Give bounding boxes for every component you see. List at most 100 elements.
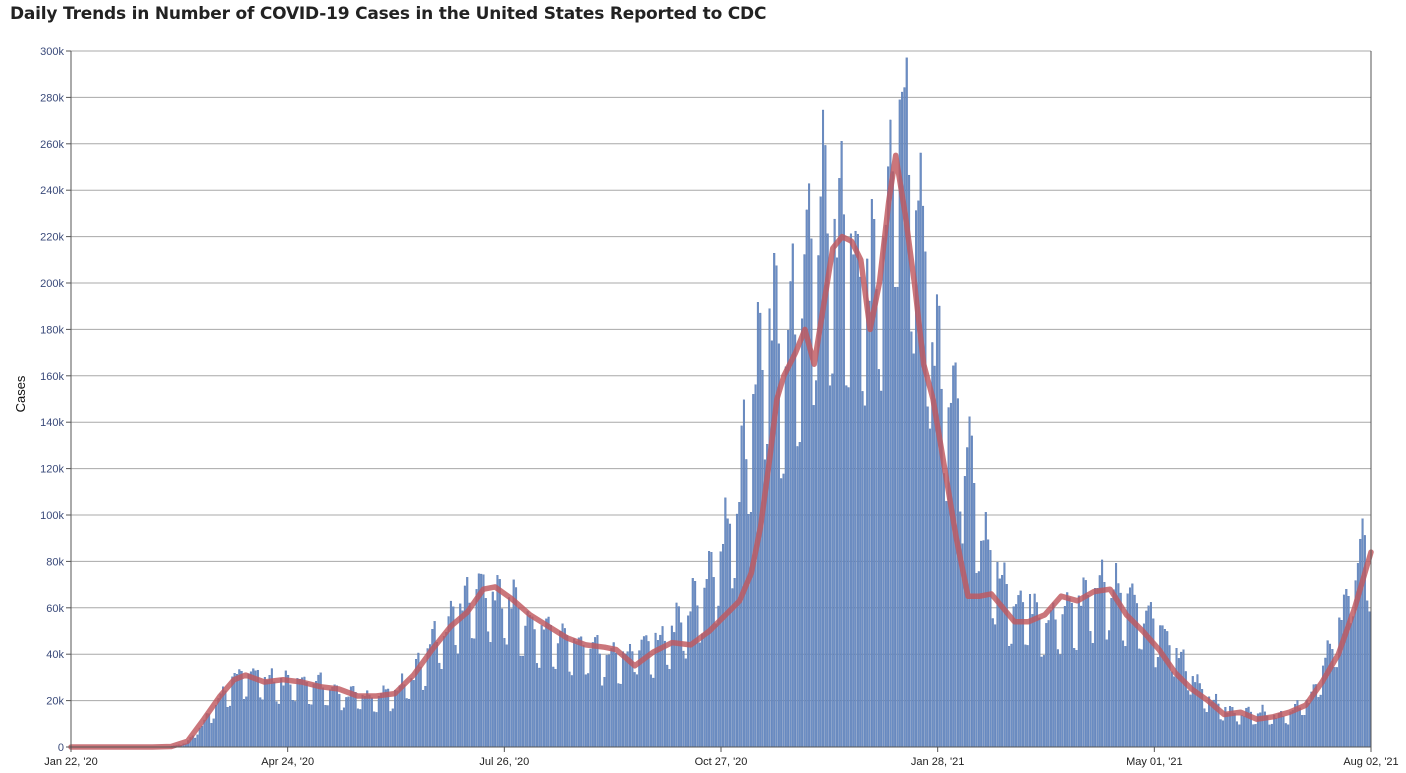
bar <box>219 693 222 748</box>
bar <box>1177 658 1180 748</box>
bar <box>412 680 415 748</box>
bar <box>635 674 638 748</box>
bar <box>1359 538 1362 748</box>
bar <box>1270 723 1273 748</box>
bar <box>1170 671 1173 748</box>
bar <box>203 719 206 748</box>
line-layer <box>68 152 1374 750</box>
bar <box>501 608 504 748</box>
bar <box>396 690 399 748</box>
bar <box>947 407 950 748</box>
bar <box>856 233 859 748</box>
bar <box>1047 620 1050 748</box>
bar <box>303 676 306 748</box>
bar <box>328 689 332 748</box>
bar <box>324 705 327 748</box>
bar <box>422 689 425 748</box>
bar <box>684 658 687 748</box>
bar <box>242 699 245 748</box>
bar <box>1103 582 1106 748</box>
bar <box>424 685 427 748</box>
bar <box>287 675 290 748</box>
bar <box>1112 589 1115 748</box>
bar <box>538 667 541 748</box>
bar <box>642 636 645 748</box>
bar <box>598 653 601 748</box>
bar <box>924 251 927 748</box>
bar <box>1210 701 1213 748</box>
bar <box>870 199 873 748</box>
y-tick-label: 300k <box>40 46 64 58</box>
bar <box>952 365 955 748</box>
bar <box>1038 617 1041 748</box>
bar <box>354 691 357 748</box>
bar <box>622 651 625 748</box>
bar <box>231 676 234 748</box>
bar <box>1147 605 1150 748</box>
bar <box>280 677 283 748</box>
bar <box>689 611 692 748</box>
bar <box>982 540 985 748</box>
bar <box>1189 694 1192 748</box>
bar <box>391 708 394 748</box>
bar <box>405 698 408 748</box>
bar <box>580 636 583 748</box>
bar <box>519 655 522 748</box>
bar <box>745 459 748 748</box>
bar <box>482 574 485 748</box>
bar <box>726 518 729 748</box>
bar <box>840 140 843 748</box>
y-tick-label: 160k <box>40 371 64 383</box>
bar <box>894 287 897 748</box>
chart-title: Daily Trends in Number of COVID-19 Cases… <box>10 4 767 24</box>
bar <box>956 398 959 748</box>
bar <box>791 243 794 748</box>
bar <box>1317 697 1320 748</box>
bar <box>845 385 848 748</box>
bar <box>515 587 518 748</box>
bar <box>1261 704 1264 748</box>
bar <box>640 639 643 748</box>
bar <box>273 681 276 748</box>
bar <box>1008 646 1011 748</box>
bar <box>589 648 592 748</box>
bar <box>1059 654 1062 748</box>
bar <box>796 446 799 748</box>
bar <box>394 689 397 748</box>
bar <box>310 704 313 748</box>
bar <box>375 712 378 748</box>
bar <box>296 678 299 748</box>
bar <box>1182 649 1185 748</box>
bar <box>938 305 941 748</box>
bar <box>749 512 752 748</box>
bar <box>498 579 501 748</box>
bar <box>719 551 722 748</box>
bar <box>1149 602 1152 748</box>
bar <box>822 109 825 748</box>
bar <box>833 218 836 748</box>
bar <box>1080 605 1083 748</box>
bar <box>435 642 438 748</box>
bar <box>1328 643 1332 748</box>
bar <box>656 640 659 748</box>
y-tick-label: 20k <box>46 696 64 708</box>
bar <box>1352 616 1355 748</box>
bar <box>535 663 538 748</box>
bar <box>315 681 318 748</box>
bar <box>454 645 457 748</box>
bar <box>1273 714 1276 748</box>
bar <box>1042 655 1045 748</box>
bar <box>331 686 334 748</box>
bar <box>547 616 550 748</box>
bar <box>1015 604 1018 748</box>
bar <box>747 514 750 748</box>
bar <box>398 685 401 748</box>
x-tick-label: Aug 02, '21 <box>1343 756 1398 768</box>
bar <box>926 406 929 748</box>
bar <box>233 673 236 748</box>
bar <box>549 625 552 748</box>
bar <box>1075 650 1078 748</box>
bar <box>884 224 887 748</box>
average-line <box>68 152 1374 750</box>
bar <box>1175 648 1178 748</box>
